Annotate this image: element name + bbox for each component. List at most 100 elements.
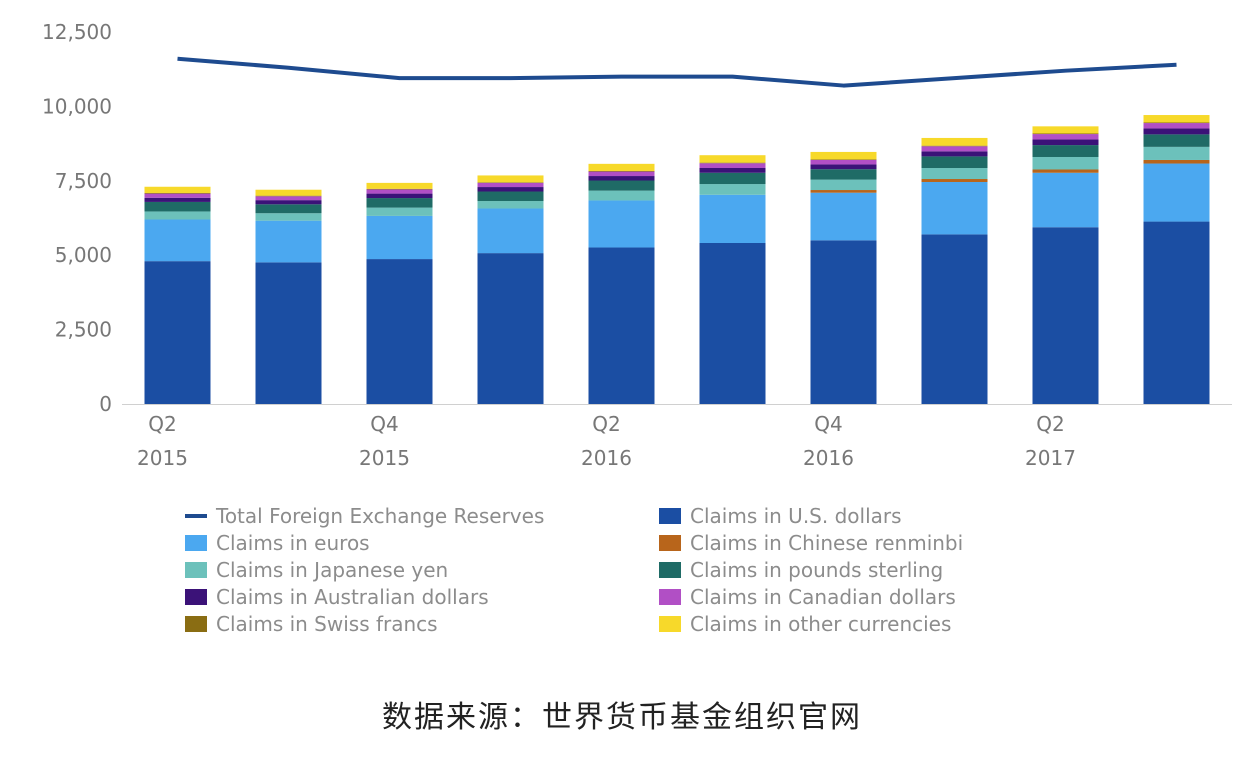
legend-label: Claims in Australian dollars	[216, 585, 489, 609]
legend-label: Claims in euros	[216, 531, 370, 555]
bar-segment	[1143, 122, 1210, 124]
bar-segment	[255, 220, 322, 263]
x-tick-label: Q2	[1036, 412, 1064, 436]
bar-segment	[144, 197, 211, 202]
bar-segment	[366, 188, 433, 190]
legend-item-canadian-dollars: Claims in Canadian dollars	[659, 585, 956, 609]
legend-swatch	[659, 616, 681, 632]
bar-segment	[144, 261, 211, 404]
bar-segment	[588, 200, 655, 248]
bar-segment	[810, 179, 877, 191]
bar-segment	[699, 242, 766, 404]
y-tick-label: 10,000	[42, 94, 112, 118]
bar-segment	[921, 137, 988, 146]
legend-swatch	[185, 535, 207, 551]
x-tick-label: 2016	[581, 446, 632, 470]
bar-segment	[699, 163, 766, 169]
bar-segment	[588, 190, 655, 201]
bar-segment	[1032, 133, 1099, 135]
legend-item-total-reserves: Total Foreign Exchange Reserves	[185, 504, 544, 528]
x-tick-label: 2017	[1025, 446, 1076, 470]
bar-segment	[1032, 145, 1099, 157]
y-tick-label: 12,500	[42, 20, 112, 44]
bar-segment	[1143, 128, 1210, 135]
bar-segment	[144, 219, 211, 262]
bar-segment	[588, 170, 655, 172]
legend-item-usd: Claims in U.S. dollars	[659, 504, 902, 528]
bar-segment	[588, 180, 655, 191]
bar-segment	[477, 208, 544, 254]
bar-segment	[699, 184, 766, 195]
bar-segment	[588, 247, 655, 404]
bar-segment	[477, 191, 544, 202]
bar-segment	[1032, 139, 1099, 146]
stacked-bar-chart: 0 2,500 5,000 7,500 10,000 12,500 Q2 2015 Q4 2015…	[42, 20, 1232, 470]
bar-segment	[921, 151, 988, 157]
legend-label: Claims in Chinese renminbi	[690, 531, 964, 555]
legend-label: Claims in other currencies	[690, 612, 952, 636]
bar-segment	[588, 171, 655, 177]
legend-label: Total Foreign Exchange Reserves	[216, 504, 545, 528]
bar-segment	[921, 145, 988, 147]
legend-item-sterling: Claims in pounds sterling	[659, 558, 943, 582]
legend-swatch	[185, 514, 207, 518]
y-tick-label: 5,000	[55, 243, 112, 267]
x-tick-label: 2015	[137, 446, 188, 470]
bar-segment	[366, 198, 433, 208]
bar-segment	[366, 189, 433, 194]
bar-segment	[255, 213, 322, 221]
bar-segment	[810, 164, 877, 170]
x-tick-label: Q2	[592, 412, 620, 436]
bar-segment	[144, 211, 211, 220]
bar-segment	[1143, 146, 1210, 160]
bar-segment	[699, 194, 766, 243]
bar-segment	[810, 159, 877, 160]
legend-item-yen: Claims in Japanese yen	[185, 558, 448, 582]
bar-segment	[477, 201, 544, 209]
bar-segment	[588, 163, 655, 171]
bar-segment	[144, 193, 211, 198]
x-tick-label: Q4	[814, 412, 842, 436]
bar-segment	[699, 162, 766, 164]
legend-swatch	[185, 562, 207, 578]
bar-segment	[366, 182, 433, 189]
bar-segment	[1143, 221, 1210, 404]
legend-label: Claims in U.S. dollars	[690, 504, 902, 528]
y-tick-label: 7,500	[55, 169, 112, 193]
bar-segment	[255, 262, 322, 404]
bar-segment	[477, 187, 544, 192]
y-tick-label: 0	[99, 392, 112, 416]
x-tick-label: 2016	[803, 446, 854, 470]
x-tick-label: Q2	[148, 412, 176, 436]
bar-segment	[810, 190, 877, 193]
bar-segment	[477, 182, 544, 183]
bar-segment	[921, 179, 988, 182]
bar-segment	[1143, 159, 1210, 164]
bar-segment	[921, 181, 988, 235]
bar-segment	[366, 259, 433, 404]
bar-segment	[144, 201, 211, 212]
bar-segment	[1032, 126, 1099, 134]
legend-swatch	[659, 508, 681, 524]
bar-segment	[1143, 163, 1210, 222]
bar-segment	[1143, 123, 1210, 129]
legend-swatch	[659, 589, 681, 605]
bar-segment	[1032, 169, 1099, 173]
bar-segment	[810, 240, 877, 404]
x-tick-label: Q4	[370, 412, 398, 436]
bar-segment	[699, 172, 766, 185]
bar-segment	[921, 156, 988, 169]
bar-segment	[810, 159, 877, 165]
legend-label: Claims in Japanese yen	[216, 558, 449, 582]
legend-item-other-currencies: Claims in other currencies	[659, 612, 951, 636]
legend-item-australian-dollars: Claims in Australian dollars	[185, 585, 489, 609]
legend-label: Claims in Swiss francs	[216, 612, 438, 636]
bar-segment	[477, 182, 544, 188]
bar-segment	[477, 175, 544, 183]
bar-segment	[255, 204, 322, 214]
bar-segment	[921, 168, 988, 180]
legend-item-euros: Claims in euros	[185, 531, 370, 555]
source-note: 数据来源：世界货币基金组织官网	[382, 700, 862, 735]
bar-segment	[366, 215, 433, 260]
bar-segment	[1032, 172, 1099, 228]
